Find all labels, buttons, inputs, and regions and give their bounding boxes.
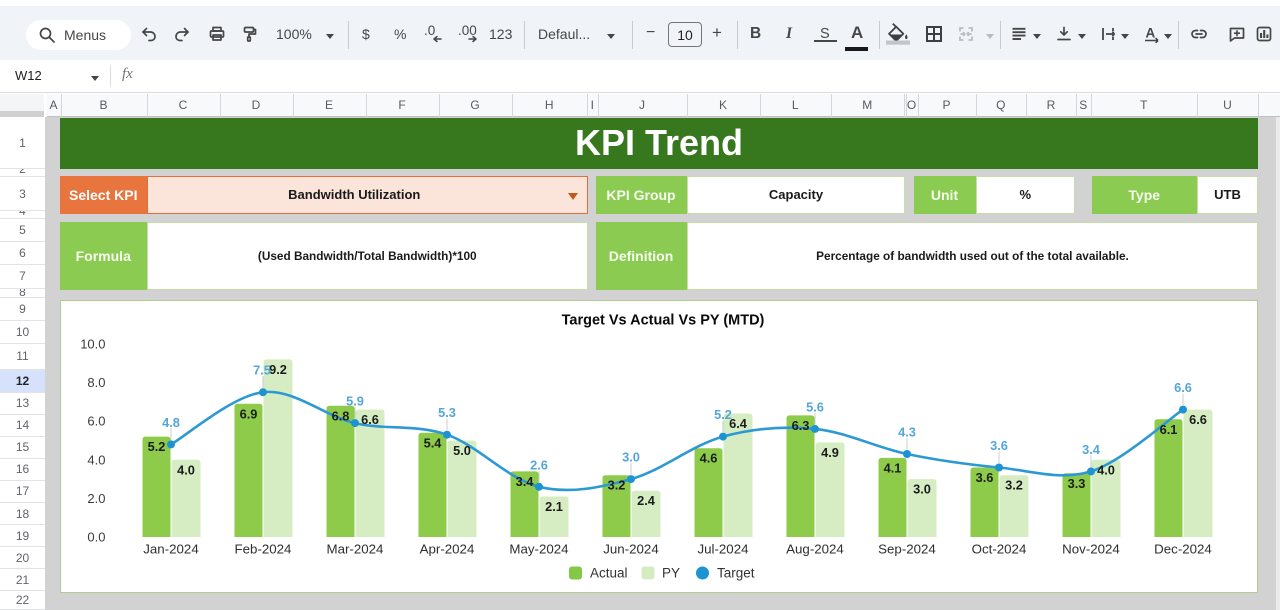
svg-text:2.6: 2.6 [530,457,548,472]
svg-text:2.0: 2.0 [87,491,105,506]
svg-text:3.4: 3.4 [1082,442,1101,457]
svg-text:Jan-2024: Jan-2024 [143,542,198,557]
svg-text:5.2: 5.2 [148,439,166,454]
svg-text:3.4: 3.4 [516,474,535,489]
svg-text:3.6: 3.6 [976,470,994,485]
svg-text:5.2: 5.2 [714,407,732,422]
svg-text:Target Vs Actual Vs PY (MTD): Target Vs Actual Vs PY (MTD) [562,313,765,329]
svg-text:Jun-2024: Jun-2024 [603,542,658,557]
svg-text:5.3: 5.3 [438,405,456,420]
svg-text:6.1: 6.1 [1160,422,1178,437]
svg-text:6.6: 6.6 [1189,412,1207,427]
svg-text:A: A [1146,26,1156,41]
svg-text:3.6: 3.6 [990,438,1008,453]
svg-text:Dec-2024: Dec-2024 [1154,542,1212,557]
svg-text:4.0: 4.0 [177,462,195,477]
svg-text:6.4: 6.4 [729,416,748,431]
svg-text:2.4: 2.4 [637,493,656,508]
svg-text:5.6: 5.6 [806,399,824,414]
svg-text:Jul-2024: Jul-2024 [697,542,748,557]
svg-text:Feb-2024: Feb-2024 [235,542,292,557]
svg-text:Apr-2024: Apr-2024 [420,542,475,557]
svg-text:3.0: 3.0 [622,450,640,465]
svg-text:Actual: Actual [590,566,628,581]
svg-text:5.0: 5.0 [453,443,471,458]
svg-text:6.0: 6.0 [87,414,105,429]
svg-text:Sep-2024: Sep-2024 [878,542,936,557]
svg-text:4.0: 4.0 [87,452,105,467]
svg-text:Nov-2024: Nov-2024 [1062,542,1120,557]
svg-text:6.3: 6.3 [792,418,810,433]
svg-text:4.8: 4.8 [162,415,180,430]
svg-text:6.9: 6.9 [240,406,258,421]
svg-text:4.3: 4.3 [898,425,916,440]
svg-text:3.3: 3.3 [1068,476,1086,491]
svg-text:7.5: 7.5 [253,363,271,378]
svg-text:2.1: 2.1 [545,499,563,514]
svg-text:Mar-2024: Mar-2024 [327,542,384,557]
svg-text:5.9: 5.9 [346,394,364,409]
svg-text:Oct-2024: Oct-2024 [972,542,1027,557]
svg-text:3.2: 3.2 [608,478,626,493]
svg-text:0.0: 0.0 [87,530,105,545]
svg-text:4.1: 4.1 [884,460,902,475]
svg-text:10.0: 10.0 [80,337,105,352]
svg-text:5.4: 5.4 [424,435,443,450]
svg-text:8.0: 8.0 [87,375,105,390]
svg-text:May-2024: May-2024 [509,542,568,557]
svg-text:9.2: 9.2 [269,362,287,377]
svg-text:3.0: 3.0 [913,482,931,497]
svg-text:4.9: 4.9 [821,445,839,460]
svg-text:3.2: 3.2 [1005,478,1023,493]
svg-text:6.8: 6.8 [332,408,350,423]
svg-text:PY: PY [662,566,680,581]
svg-text:Aug-2024: Aug-2024 [786,542,844,557]
svg-text:6.6: 6.6 [1174,380,1192,395]
svg-text:Target: Target [717,566,755,581]
svg-text:6.6: 6.6 [361,412,379,427]
svg-text:4.6: 4.6 [700,451,718,466]
svg-text:4.0: 4.0 [1097,462,1115,477]
